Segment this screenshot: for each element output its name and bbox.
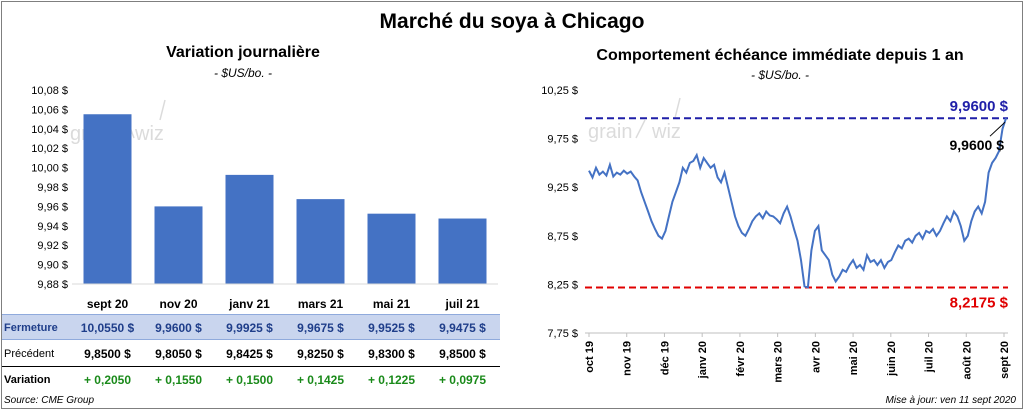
line-x-tick-label: mai 20 [848, 341, 860, 375]
last-value-leader [989, 121, 1006, 137]
line-y-tick-label: 9,25 $ [547, 182, 578, 194]
last-value-label: 9,9600 $ [950, 137, 1005, 153]
table-cell: 9,8300 $ [368, 347, 415, 361]
bar-category-label: mars 21 [298, 297, 344, 311]
table-cell: 9,9675 $ [297, 321, 344, 335]
table-cell: 9,8425 $ [226, 347, 273, 361]
line-y-tick-label: 9,75 $ [547, 134, 578, 146]
bar-y-tick-label: 10,02 $ [31, 143, 68, 155]
main-title: Marché du soya à Chicago [379, 10, 645, 33]
table-cell: 9,9475 $ [439, 321, 486, 335]
line-x-tick-label: nov 19 [622, 341, 634, 376]
bar-y-tick-label: 10,00 $ [31, 163, 68, 175]
line-x-tick-label: oct 19 [584, 341, 596, 373]
svg-text:wiz: wiz [651, 121, 681, 143]
bar-y-tick-label: 9,98 $ [37, 182, 68, 194]
table-cell: + 0,1550 [154, 373, 203, 387]
bar-category-label: janv 21 [228, 297, 270, 311]
bar-y-tick-label: 9,96 $ [37, 201, 68, 213]
table-row-label: Variation [4, 374, 51, 386]
bar [367, 213, 416, 284]
table-cell: + 0,1425 [296, 373, 345, 387]
line-y-tick-label: 10,25 $ [541, 85, 578, 97]
line-x-tick-label: sept 20 [999, 341, 1011, 379]
bar [225, 174, 274, 284]
line-x-tick-label: déc 19 [659, 341, 671, 375]
table-cell: + 0,2050 [83, 373, 132, 387]
grainwiz-watermark: grain wiz [588, 97, 681, 143]
bar-category-label: sept 20 [87, 297, 129, 311]
line-x-tick-label: janv 20 [697, 341, 709, 379]
bar [154, 206, 203, 284]
bar-y-tick-label: 10,06 $ [31, 104, 68, 116]
table-cell: 9,8500 $ [439, 347, 486, 361]
table-cell: 9,9525 $ [368, 321, 415, 335]
line-x-tick-label: févr 20 [735, 341, 747, 376]
right-panel-title: Comportement échéance immédiate depuis 1… [596, 47, 964, 64]
line-y-tick-label: 7,75 $ [547, 328, 578, 340]
bar-category-label: mai 21 [373, 297, 411, 311]
fermeture-row-highlight [2, 314, 500, 340]
line-x-tick-label: mars 20 [773, 341, 785, 383]
line-y-tick-label: 8,75 $ [547, 231, 578, 243]
left-panel-unit: - $US/bo. - [213, 66, 273, 80]
line-x-tick-label: juil 20 [924, 341, 936, 373]
bar-y-tick-label: 9,92 $ [37, 240, 68, 252]
svg-text:wiz: wiz [134, 123, 164, 145]
bar [296, 199, 345, 284]
table-cell: 9,9600 $ [155, 321, 202, 335]
table-separator [2, 366, 500, 367]
source-note: Source: CME Group [4, 395, 95, 406]
table-cell: + 0,0975 [438, 373, 487, 387]
right-panel-unit: - $US/bo. - [750, 68, 810, 82]
table-cell: 9,8050 $ [155, 347, 202, 361]
bar-y-tick-label: 9,88 $ [37, 279, 68, 291]
table-cell: 10,0550 $ [80, 321, 135, 335]
table-cell: + 0,1500 [225, 373, 274, 387]
table-cell: 9,8500 $ [84, 347, 131, 361]
high-value-label: 9,9600 $ [950, 98, 1009, 115]
bar [438, 218, 487, 284]
svg-text:grain: grain [588, 121, 632, 143]
bar-y-tick-label: 10,04 $ [31, 124, 68, 136]
table-row-label: Précédent [4, 348, 55, 360]
bar-y-tick-label: 10,08 $ [31, 85, 68, 97]
line-x-tick-label: août 20 [961, 341, 973, 380]
bar-y-tick-label: 9,94 $ [37, 221, 68, 233]
line-x-tick-label: juin 20 [886, 341, 898, 377]
line-y-tick-label: 8,25 $ [547, 279, 578, 291]
line-x-tick-label: avr 20 [810, 341, 822, 373]
price-series-line [588, 117, 1007, 289]
table-cell: + 0,1225 [367, 373, 416, 387]
table-cell: 9,8250 $ [297, 347, 344, 361]
low-value-label: 8,2175 $ [950, 295, 1009, 312]
table-row-label: Fermeture [4, 322, 58, 334]
bar [83, 114, 132, 284]
table-cell: 9,9925 $ [226, 321, 273, 335]
bar-category-label: nov 20 [159, 297, 197, 311]
left-panel-title: Variation journalière [166, 44, 320, 61]
bar-y-tick-label: 9,90 $ [37, 260, 68, 272]
update-note: Mise à jour: ven 11 sept 2020 [885, 395, 1016, 406]
bar-category-label: juil 21 [444, 297, 479, 311]
